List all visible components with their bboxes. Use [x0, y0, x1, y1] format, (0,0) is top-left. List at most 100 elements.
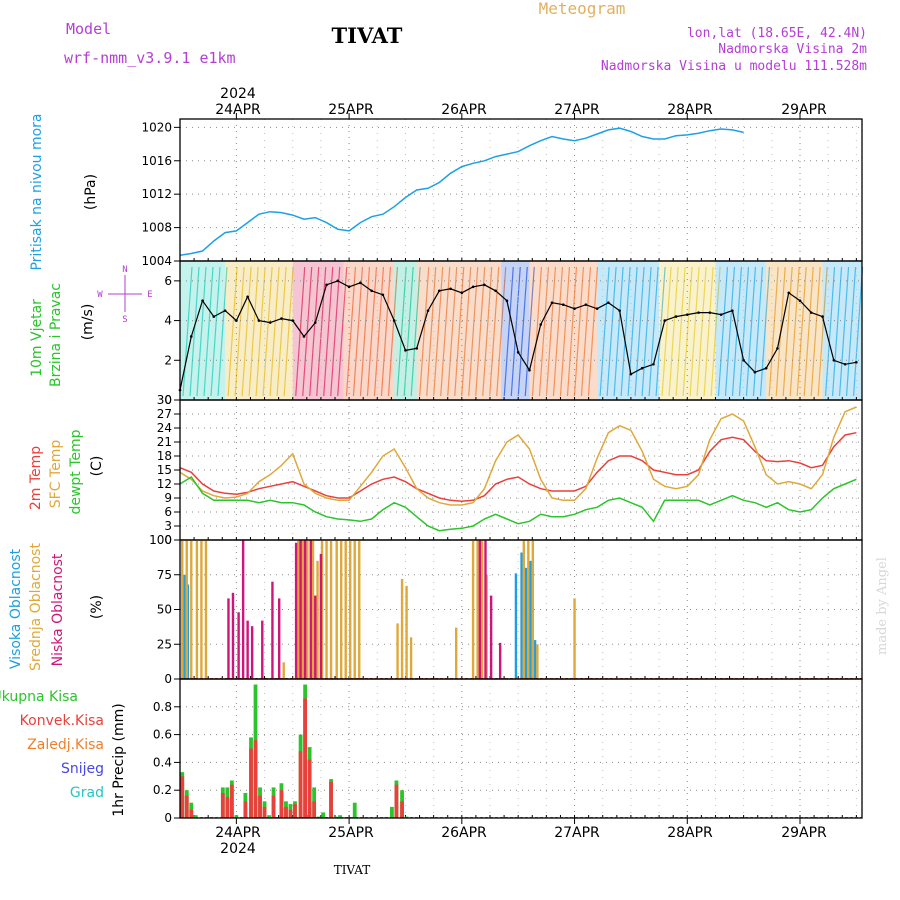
wind-speed-point [674, 315, 678, 318]
temp-label-sfc: SFC Temp [48, 440, 64, 509]
y-tick-label: 0 [164, 393, 172, 407]
y-tick-label: 0.2 [153, 783, 172, 797]
y-tick-label: 12 [157, 477, 172, 491]
wind-barb [475, 266, 486, 397]
wind-speed-point [584, 303, 588, 306]
srednja-oblacnost-bar [200, 540, 203, 679]
y-tick-label: 0 [164, 533, 172, 547]
wind-barb [803, 266, 814, 397]
wind-barb [559, 266, 571, 397]
pressure-labels: Pritisak na nivou mora (hPa) [29, 113, 99, 270]
wind-barb-band [225, 261, 293, 400]
wind-barb [810, 266, 821, 397]
wind-barb [852, 266, 864, 397]
y-tick-label: 1008 [141, 221, 172, 235]
wind-unit: (m/s) [80, 304, 96, 341]
pressure-panel: 1004 1008 1012 1016 1020 [141, 118, 863, 268]
precip-label-snow: Snijeg [61, 761, 104, 777]
temp-label-dewpt: dewpt Temp [68, 429, 84, 514]
srednja-oblacnost-bar [301, 540, 305, 679]
wind-barb [524, 266, 535, 397]
wind-compass-icon: N E S W [97, 265, 152, 325]
elevation-text: Nadmorska Visina 2m [718, 42, 867, 57]
y-tick-label: 24 [157, 421, 172, 435]
date-label: 25APR [328, 102, 374, 118]
niska-oblacnost-bar [271, 581, 274, 679]
niska-oblacnost-bar [319, 553, 323, 679]
niska-oblacnost-bar [231, 592, 235, 679]
srednja-oblacnost-bar [573, 598, 576, 679]
wind-barb [227, 266, 238, 397]
y-tick-label: 0.4 [153, 755, 172, 769]
compass-n: N [122, 265, 127, 275]
wind-speed-point [336, 279, 340, 283]
y-tick-label: 100 [149, 533, 172, 547]
y-tick-label: 1020 [141, 120, 172, 134]
srednja-oblacnost-bar [311, 540, 315, 679]
konvek-kisa-bar [271, 795, 276, 818]
wind-barb [396, 266, 407, 397]
ukupna-kisa-bar [316, 816, 321, 818]
y-tick-label: 30 [157, 393, 172, 407]
niska-oblacnost-bar [237, 612, 240, 679]
compass-w: W [97, 290, 103, 300]
wind-barb [210, 266, 221, 397]
wind-speed-point [483, 283, 486, 287]
wind-speed-point [595, 307, 599, 310]
date-label: 26APR [441, 825, 487, 841]
product-title: Meteogram [539, 0, 626, 18]
wind-speed-point [370, 289, 373, 293]
wind-barb [817, 266, 828, 397]
wind-barb [440, 266, 451, 397]
model-label: Model [66, 20, 111, 38]
wind-barb [426, 266, 437, 397]
wind-speed-point [235, 319, 238, 322]
srednja-oblacnost-bar [282, 662, 285, 679]
konvek-kisa-bar [329, 781, 333, 818]
year-bottom: 2024 [220, 841, 256, 857]
wind-barb [217, 266, 228, 397]
wind-speed-point [561, 303, 565, 306]
konvek-kisa-bar [180, 776, 185, 818]
wind-barb [241, 266, 252, 397]
precip-panel: 0 0.2 0.4 0.6 0.8 [153, 678, 863, 825]
date-label: 29APR [781, 102, 827, 118]
wind-barb [276, 266, 287, 397]
plot-layer: 1004100810121016102002460369121518212427… [141, 113, 864, 825]
wind-speed-point [257, 319, 261, 322]
niska-oblacnost-bar [309, 540, 312, 679]
compass-s: S [122, 315, 127, 325]
niska-oblacnost-bar [227, 598, 230, 679]
wind-panel: 0 2 4 6 [164, 260, 864, 407]
y-tick-label: 9 [164, 491, 172, 505]
wind-barb [454, 266, 465, 397]
sfc-temp-line [179, 406, 857, 506]
wind-speed-point [325, 283, 328, 287]
wind-barb [580, 266, 592, 397]
srednja-oblacnost-bar [349, 540, 352, 679]
model-name: wrf-nmm_v3.9.1 e1km [64, 49, 236, 67]
wind-speed-point [212, 315, 216, 318]
wind-barb [759, 266, 771, 397]
precip-label-conv: Konvek.Kisa [20, 713, 104, 729]
niska-oblacnost-bar [250, 626, 254, 679]
wind-speed-point [685, 313, 689, 316]
wind-label-1: 10m Vjetar [29, 299, 45, 377]
wind-speed-point [359, 281, 362, 285]
wind-speed-point [618, 309, 621, 312]
precip-label-total: Ukupna Kisa [0, 689, 78, 705]
konvek-kisa-bar [225, 797, 230, 818]
wind-barb [745, 266, 757, 397]
wind-barb [696, 266, 707, 397]
srednja-oblacnost-bar [471, 540, 475, 679]
wind-speed-point [291, 319, 295, 322]
wind-barb [796, 266, 807, 397]
niska-oblacnost-bar [303, 540, 307, 679]
wind-barb [196, 266, 207, 397]
wind-barb [824, 266, 836, 397]
wind-barb [345, 266, 357, 397]
wind-speed-point [381, 293, 385, 297]
srednja-oblacnost-bar [396, 623, 399, 679]
konvek-kisa-bar [288, 809, 293, 818]
wind-barb [606, 266, 617, 397]
